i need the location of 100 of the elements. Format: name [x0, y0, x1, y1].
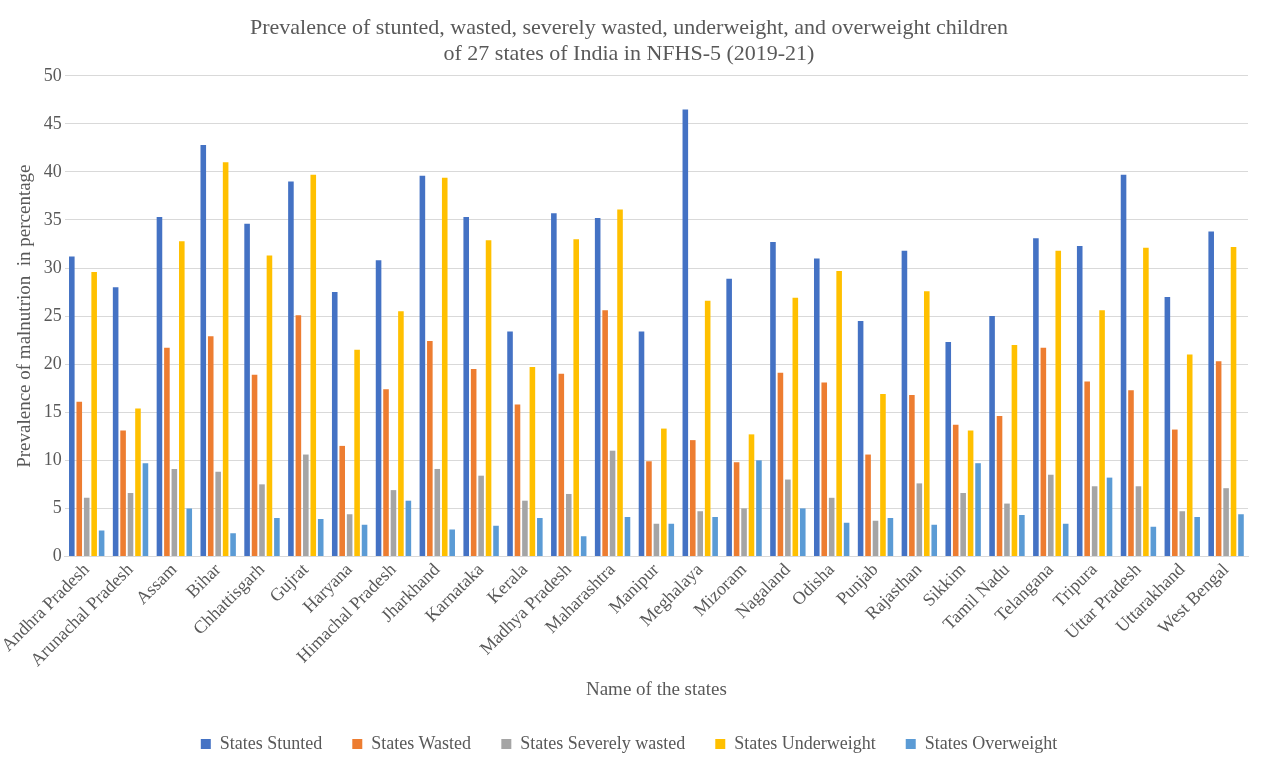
- bar: [91, 271, 97, 556]
- bar: [164, 347, 170, 556]
- bar: [470, 368, 477, 556]
- bar: [770, 242, 776, 556]
- bar: [529, 367, 536, 556]
- legend-label: States Wasted: [371, 732, 471, 753]
- bar: [887, 517, 894, 556]
- bar: [230, 533, 236, 556]
- bar: [945, 342, 952, 556]
- bar: [1223, 488, 1229, 556]
- y-tick-label: 40: [43, 160, 62, 181]
- bar: [375, 260, 382, 556]
- bar: [478, 475, 484, 556]
- bar: [821, 382, 828, 556]
- bar: [733, 462, 740, 556]
- bar: [485, 240, 492, 556]
- bar: [1194, 517, 1200, 556]
- bar: [354, 349, 360, 556]
- bar: [507, 331, 513, 556]
- bar: [135, 408, 141, 556]
- chart-title: Prevalence of stunted, wasted, severely wasted, underweight, and overweight children of 27 states of India in NFHS-5 (2019-21): [249, 13, 1009, 66]
- legend-label: States Underweight: [734, 732, 876, 753]
- bar: [785, 479, 791, 556]
- legend-label: States Severely wasted: [520, 732, 686, 753]
- bar: [244, 223, 250, 556]
- bar: [975, 463, 981, 556]
- bar: [682, 109, 689, 556]
- bar: [1048, 474, 1054, 556]
- bar: [186, 508, 193, 556]
- bar: [1084, 381, 1090, 556]
- bar: [112, 287, 119, 556]
- bar: [171, 468, 178, 556]
- bar: [463, 217, 470, 556]
- bar: [1172, 429, 1178, 556]
- bar: [909, 394, 915, 556]
- bar: [383, 389, 389, 556]
- bar: [916, 483, 923, 556]
- bar: [83, 497, 90, 556]
- bar: [580, 536, 587, 556]
- bar: [865, 454, 871, 556]
- bar: [661, 428, 667, 556]
- bar: [799, 508, 806, 556]
- bar: [288, 181, 294, 556]
- bar: [156, 217, 163, 556]
- y-tick-label: 20: [43, 352, 62, 373]
- bar: [1179, 511, 1186, 556]
- y-tick-label: 30: [43, 256, 62, 277]
- legend-label: States Stunted: [219, 732, 323, 753]
- bar: [1004, 503, 1010, 556]
- bar: [1033, 238, 1039, 556]
- bar: [274, 517, 280, 556]
- bar: [1143, 247, 1149, 556]
- bar: [1208, 231, 1214, 556]
- bar: [756, 460, 762, 556]
- bar: [317, 518, 324, 556]
- bar: [712, 517, 718, 556]
- bar: [1186, 354, 1193, 556]
- bar: [624, 517, 631, 556]
- bar: [931, 524, 938, 556]
- y-tick-label: 50: [43, 64, 62, 85]
- bar: [98, 530, 105, 556]
- bar: [259, 484, 265, 556]
- bar: [427, 341, 433, 556]
- x-axis-title: Name of the states: [585, 677, 727, 699]
- bar: [565, 493, 572, 556]
- bar: [346, 514, 353, 556]
- bar: [398, 311, 404, 556]
- y-tick-label: 5: [52, 497, 62, 518]
- bar: [646, 461, 652, 556]
- bar: [689, 440, 696, 556]
- bar: [1238, 514, 1244, 556]
- bar: [1099, 310, 1105, 556]
- bar: [814, 258, 820, 556]
- bar: [996, 416, 1003, 556]
- bar: [573, 239, 579, 556]
- bar: [222, 162, 229, 556]
- bar: [960, 493, 966, 556]
- y-tick-label: 45: [43, 112, 62, 133]
- y-tick-label: 25: [43, 304, 62, 325]
- bar: [1128, 390, 1134, 556]
- bar: [537, 517, 543, 556]
- bar: [989, 316, 995, 556]
- bar: [880, 393, 886, 556]
- y-tick-label: 15: [43, 400, 62, 421]
- bar: [76, 401, 83, 556]
- bar: [602, 310, 608, 556]
- bar: [339, 445, 345, 556]
- bar: [441, 177, 448, 556]
- bar: [594, 218, 601, 556]
- bar: [836, 270, 842, 556]
- bar: [69, 256, 75, 556]
- bar: [522, 500, 528, 556]
- bar: [434, 468, 441, 556]
- bar: [179, 241, 185, 556]
- bar: [1135, 486, 1142, 556]
- bar: [748, 434, 755, 556]
- bar: [1091, 486, 1098, 556]
- bar: [1076, 245, 1083, 556]
- bar: [551, 213, 557, 556]
- bar: [1055, 250, 1062, 556]
